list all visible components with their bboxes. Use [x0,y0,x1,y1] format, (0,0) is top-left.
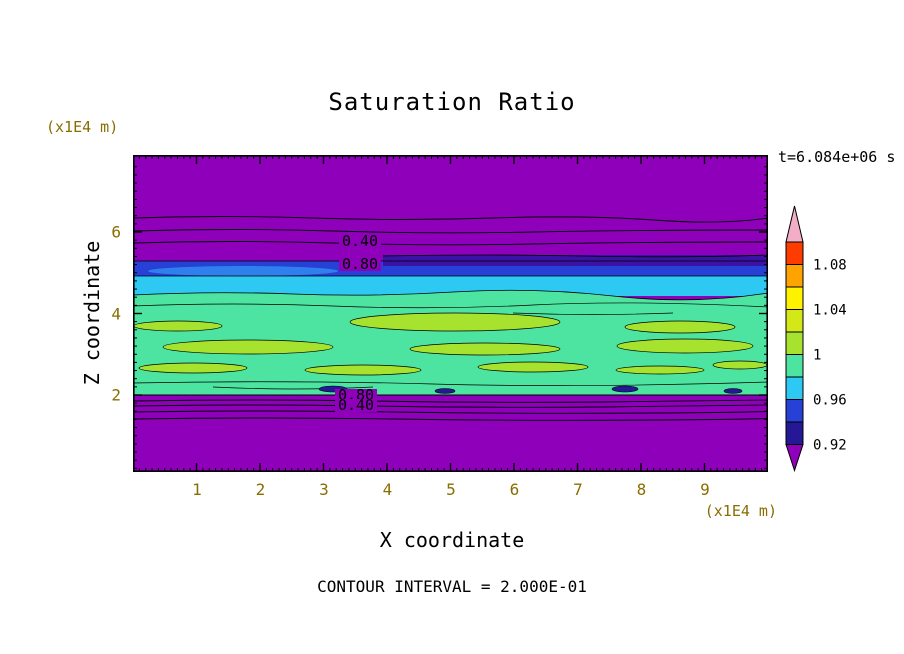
x-tick-label: 9 [700,480,710,499]
colorbar-segment [785,421,804,445]
colorbar-tick-label: 0.96 [813,393,847,409]
time-annotation: t=6.084e+06 s [778,148,896,166]
contour-line [512,312,674,315]
contour-line [382,254,768,258]
field-yellowgreen-lens [624,320,736,334]
x-tick-label: 4 [382,480,393,499]
contour-label-bg [335,399,377,412]
x-tick-label: 7 [573,480,583,499]
field-yellowgreen-lens [712,360,768,370]
contour-label-bg [339,235,381,248]
colorbar-segment [785,331,804,355]
contour-line [133,417,768,421]
contour-line [133,241,768,246]
contour-line [212,386,374,390]
contour-label-bg [339,258,381,271]
contour-line-label: 0.80 [342,255,378,273]
x-tick-label: 8 [636,480,647,499]
colorbar-tick-label: 1.08 [813,258,847,274]
field-yellowgreen-lens [304,364,422,376]
y-tick-label: 4 [111,304,121,323]
field-navy-speck [434,388,456,394]
contour-interval-note: CONTOUR INTERVAL = 2.000E-01 [317,577,587,596]
contour-label-bg [335,389,377,402]
field-cyan-stripe [133,276,768,296]
x-axis-units: (x1E4 m) [704,502,777,520]
contour-line-label: 0.40 [342,232,378,250]
colorbar-svg: 0.92 0.96 1 1.04 1.08 [785,205,847,473]
x-tick-label: 2 [255,480,266,499]
contour-line [133,289,768,301]
colorbar-segment [785,354,804,378]
colorbar-segment [785,399,804,423]
x-tick-label: 1 [192,480,202,499]
field-yellowgreen-lens [133,320,223,332]
field-yellowgreen-lens [477,361,589,373]
colorbar-segment [785,309,804,333]
field-navy-speck [611,385,639,393]
y-axis-units: (x1E4 m) [46,118,119,136]
field-lightblue-lens [148,266,338,276]
colorbar-above-arrow [785,205,804,243]
colorbar-tick-label: 1.04 [813,303,847,319]
colorbar-below-arrow [785,444,804,473]
plot-title: Saturation Ratio [328,88,576,116]
plot-frame [133,155,768,472]
colorbar-tick-label: 1 [813,348,821,364]
field-yellowgreen-lens [162,339,334,355]
field-green-band [133,290,768,395]
y-tick-label: 2 [111,385,121,405]
field-darkblue-stripe [383,255,768,266]
contour-line [133,302,768,309]
colorbar-tick-label: 0.92 [813,438,847,454]
field-navy-speck [723,388,743,394]
colorbar-segment [785,286,804,310]
x-axis-title: X coordinate [379,528,525,552]
contour-plot-svg: 0.400.800.800.40 [133,155,768,472]
colorbar-segment [785,376,804,400]
field-yellowgreen-lens [349,312,561,332]
contour-line-label: 0.40 [338,396,374,414]
y-tick-label: 6 [111,222,121,242]
colorbar-segment [785,241,804,265]
contour-line [133,410,768,414]
field-yellowgreen-lens [615,365,705,375]
x-tick-label: 3 [319,480,329,499]
contour-line [133,216,768,223]
x-tick-label: 6 [509,480,520,499]
contour-line [133,399,768,403]
contour-line [133,381,768,386]
colorbar-segment [785,264,804,288]
contour-line [133,404,768,408]
field-yellowgreen-lens [409,342,561,356]
contour-line [133,229,768,234]
x-tick-label: 5 [446,480,456,499]
field-yellowgreen-lens [616,338,754,354]
field-yellowgreen-lens [138,362,248,374]
y-axis-title: Z coordinate [80,240,104,386]
